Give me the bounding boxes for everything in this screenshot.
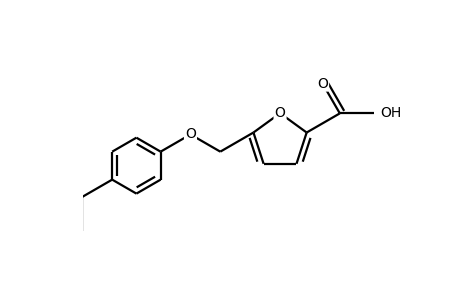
Text: OH: OH	[379, 106, 401, 120]
Text: O: O	[274, 106, 285, 120]
Text: O: O	[316, 76, 327, 91]
Text: O: O	[185, 128, 196, 141]
